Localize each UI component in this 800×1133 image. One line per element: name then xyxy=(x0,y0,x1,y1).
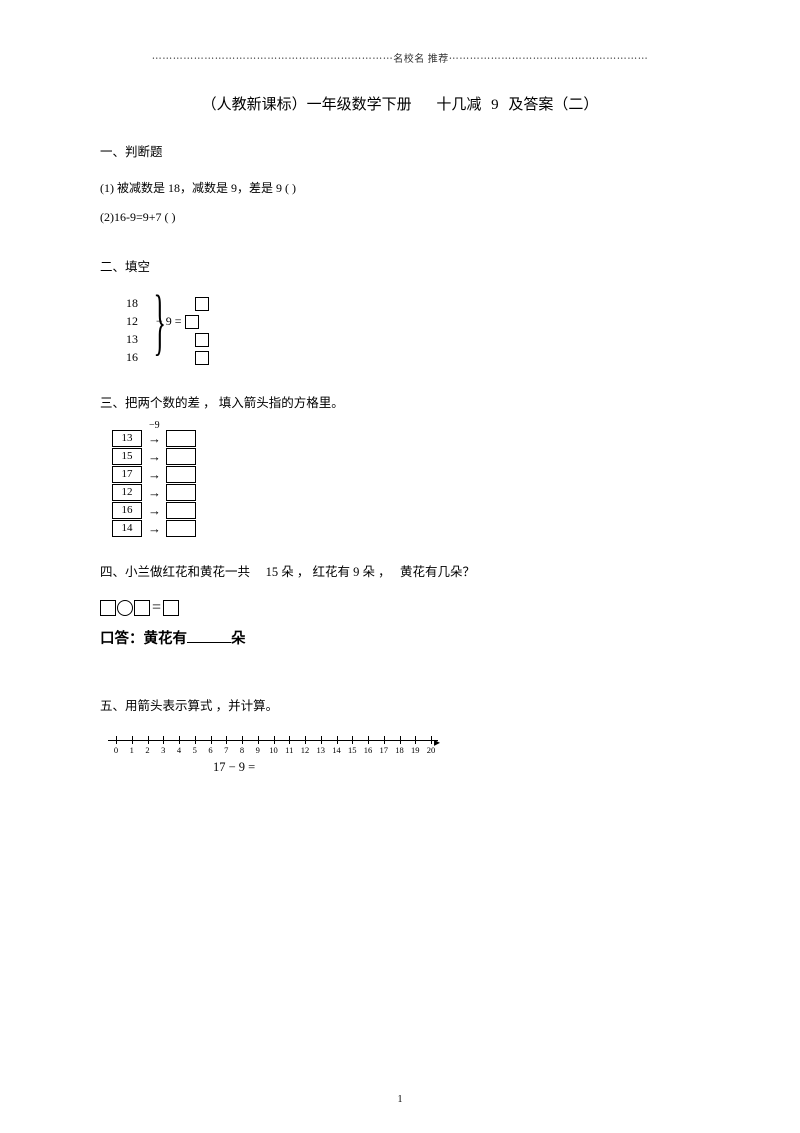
tick-label: 13 xyxy=(317,745,326,755)
arrow-icon: → xyxy=(148,521,161,537)
tick-label: 19 xyxy=(411,745,420,755)
tick xyxy=(211,736,212,744)
operand-box xyxy=(134,600,150,616)
operator-circle xyxy=(117,600,133,616)
q1-2: (2)16-9=9+7 ( ) xyxy=(100,210,700,225)
tick-label: 15 xyxy=(348,745,357,755)
in-2: 17 xyxy=(112,466,142,483)
operand-box xyxy=(100,600,116,616)
page-number: 1 xyxy=(0,1094,800,1105)
ans-box xyxy=(195,297,209,311)
tick xyxy=(132,736,133,744)
fill-n2: 13 xyxy=(118,332,138,347)
number-line: ▸ 01234567891011121314151617181920 17 − … xyxy=(108,734,700,775)
tick-label: 10 xyxy=(269,745,278,755)
tick xyxy=(400,736,401,744)
in-5: 14 xyxy=(112,520,142,537)
in-4: 16 xyxy=(112,502,142,519)
tick-label: 3 xyxy=(161,745,165,755)
ans-box xyxy=(185,315,199,329)
in-3: 12 xyxy=(112,484,142,501)
out-box xyxy=(166,466,196,483)
tick-label: 8 xyxy=(240,745,244,755)
page-title: （人教新课标）一年级数学下册 十几减 9 及答案（二） xyxy=(100,93,700,114)
fill-n3: 16 xyxy=(118,350,138,365)
ans-box xyxy=(195,333,209,347)
tick-label: 20 xyxy=(427,745,436,755)
out-box xyxy=(166,502,196,519)
tick-label: 7 xyxy=(224,745,228,755)
tick-label: 6 xyxy=(208,745,212,755)
tick-label: 0 xyxy=(114,745,118,755)
out-box xyxy=(166,484,196,501)
tick xyxy=(274,736,275,744)
ans-box xyxy=(195,351,209,365)
tick-label: 5 xyxy=(193,745,197,755)
tick xyxy=(242,736,243,744)
section-5-heading: 五、用箭头表示算式 ，并计算。 xyxy=(100,696,700,717)
section-1-heading: 一、判断题 xyxy=(100,142,700,163)
equation-template: = xyxy=(100,599,700,617)
out-box xyxy=(166,430,196,447)
in-0: 13 xyxy=(112,430,142,447)
out-box xyxy=(166,520,196,537)
tick xyxy=(431,736,432,744)
tick-label: 12 xyxy=(301,745,310,755)
arrow-icon: → xyxy=(148,485,161,501)
tick-label: 1 xyxy=(130,745,134,755)
tick-label: 16 xyxy=(364,745,373,755)
tick xyxy=(163,736,164,744)
tick-label: 17 xyxy=(380,745,389,755)
q1-1: (1) 被减数是 18，减数是 9，差是 9 ( ) xyxy=(100,179,700,196)
arrow-icon: → xyxy=(148,503,161,519)
equals-sign: = xyxy=(152,599,161,616)
tick xyxy=(337,736,338,744)
tick xyxy=(305,736,306,744)
tick xyxy=(226,736,227,744)
tick-label: 11 xyxy=(285,745,293,755)
header-watermark: ⋯⋯⋯⋯⋯⋯⋯⋯⋯⋯⋯⋯⋯⋯⋯⋯⋯⋯⋯⋯⋯⋯⋯名校名 推荐⋯⋯⋯⋯⋯⋯⋯⋯⋯⋯⋯… xyxy=(100,50,700,65)
section-2-heading: 二、填空 xyxy=(100,257,700,278)
numline-equation: 17 − 9 = xyxy=(213,760,700,775)
result-box xyxy=(163,600,179,616)
tick-label: 18 xyxy=(395,745,404,755)
answer-line: 口答：黄花有朵 xyxy=(100,627,700,648)
tick xyxy=(352,736,353,744)
tick xyxy=(148,736,149,744)
out-box xyxy=(166,448,196,465)
arrow-icon: →−9 xyxy=(148,431,161,447)
answer-blank xyxy=(187,629,231,643)
tick-label: 2 xyxy=(145,745,149,755)
section-3-heading: 三、把两个数的差 ， 填入箭头指的方格里。 xyxy=(100,393,700,414)
fill-diagram: 18 12 } − 9 = 13 16 xyxy=(118,295,700,367)
tick-label: 14 xyxy=(332,745,341,755)
tick xyxy=(116,736,117,744)
in-1: 15 xyxy=(112,448,142,465)
tick-label: 9 xyxy=(256,745,260,755)
section-4-heading: 四、小兰做红花和黄花一共 15 朵 ， 红花有 9 朵 ， 黄花有几朵？ xyxy=(100,562,700,583)
tick xyxy=(368,736,369,744)
fill-n0: 18 xyxy=(118,296,138,311)
arrow-icon: → xyxy=(148,449,161,465)
tick xyxy=(195,736,196,744)
tick xyxy=(415,736,416,744)
tick xyxy=(258,736,259,744)
fill-n1: 12 xyxy=(118,314,138,329)
arrow-table: 13 →−9 15 → 17 → 12 → 16 → 14 → xyxy=(112,430,700,538)
tick xyxy=(179,736,180,744)
tick xyxy=(384,736,385,744)
tick xyxy=(289,736,290,744)
tick-label: 4 xyxy=(177,745,181,755)
arrow-icon: → xyxy=(148,467,161,483)
tick xyxy=(321,736,322,744)
